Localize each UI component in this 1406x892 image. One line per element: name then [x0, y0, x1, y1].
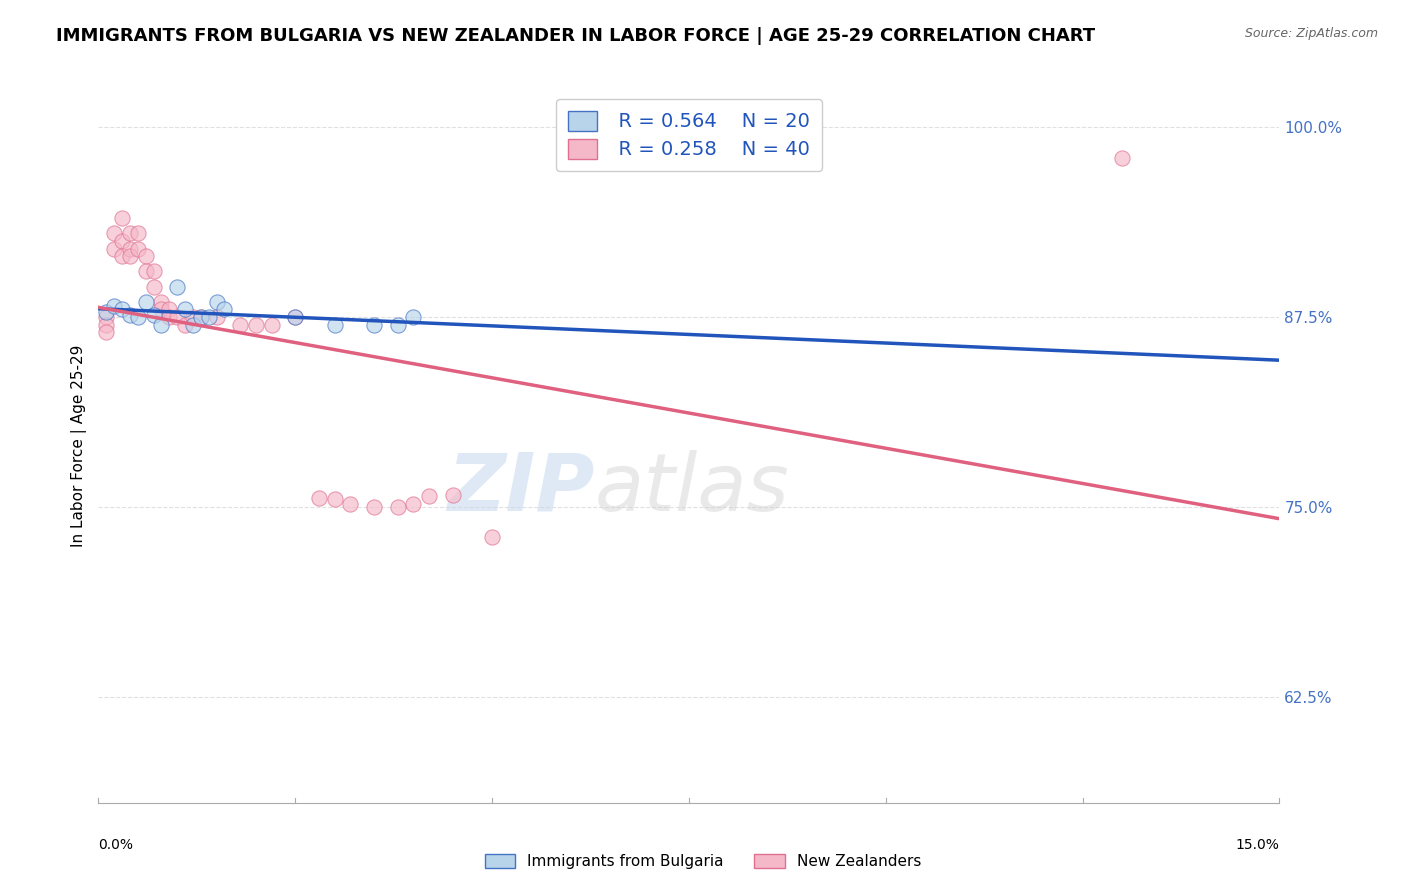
Point: [157, 310, 180, 324]
Point: [481, 530, 503, 544]
Point: [174, 302, 197, 317]
Point: [181, 310, 204, 324]
Point: [441, 487, 464, 501]
Point: [284, 310, 307, 324]
Point: [142, 309, 165, 323]
Point: [135, 249, 157, 263]
Point: [118, 227, 141, 241]
Point: [308, 491, 330, 505]
Point: [166, 279, 188, 293]
Point: [157, 302, 180, 317]
Point: [402, 310, 425, 324]
Point: [402, 497, 425, 511]
Point: [118, 242, 141, 256]
Point: [135, 264, 157, 278]
Point: [190, 310, 212, 324]
Point: [150, 302, 173, 317]
Point: [96, 310, 118, 324]
Point: [174, 318, 197, 332]
Text: 15.0%: 15.0%: [1236, 838, 1279, 853]
Y-axis label: In Labor Force | Age 25-29: In Labor Force | Age 25-29: [72, 345, 87, 547]
Point: [205, 294, 228, 309]
Point: [142, 279, 165, 293]
Point: [166, 310, 188, 324]
Point: [339, 497, 361, 511]
Point: [96, 305, 118, 319]
Point: [96, 318, 118, 332]
Point: [150, 318, 173, 332]
Point: [323, 492, 346, 507]
Text: Source: ZipAtlas.com: Source: ZipAtlas.com: [1244, 27, 1378, 40]
Point: [111, 302, 134, 317]
Point: [103, 242, 125, 256]
Text: 0.0%: 0.0%: [98, 838, 134, 853]
Point: [103, 299, 125, 313]
Text: ZIP: ZIP: [447, 450, 595, 528]
Point: [127, 310, 149, 324]
Point: [150, 294, 173, 309]
Point: [118, 309, 141, 323]
Point: [260, 318, 283, 332]
Point: [127, 227, 149, 241]
Text: atlas: atlas: [595, 450, 789, 528]
Point: [127, 242, 149, 256]
Legend: Immigrants from Bulgaria, New Zealanders: Immigrants from Bulgaria, New Zealanders: [478, 848, 928, 875]
Point: [1111, 151, 1133, 165]
Point: [111, 234, 134, 248]
Legend:   R = 0.564    N = 20,   R = 0.258    N = 40: R = 0.564 N = 20, R = 0.258 N = 40: [555, 99, 823, 171]
Point: [96, 325, 118, 339]
Point: [363, 500, 385, 514]
Point: [197, 310, 219, 324]
Point: [135, 294, 157, 309]
Point: [111, 211, 134, 226]
Point: [111, 249, 134, 263]
Point: [118, 249, 141, 263]
Point: [103, 227, 125, 241]
Point: [205, 310, 228, 324]
Point: [387, 500, 409, 514]
Point: [387, 318, 409, 332]
Point: [214, 302, 236, 317]
Point: [284, 310, 307, 324]
Point: [229, 318, 252, 332]
Point: [181, 318, 204, 332]
Point: [142, 264, 165, 278]
Point: [190, 310, 212, 324]
Point: [363, 318, 385, 332]
Point: [323, 318, 346, 332]
Text: IMMIGRANTS FROM BULGARIA VS NEW ZEALANDER IN LABOR FORCE | AGE 25-29 CORRELATION: IMMIGRANTS FROM BULGARIA VS NEW ZEALANDE…: [56, 27, 1095, 45]
Point: [245, 318, 267, 332]
Point: [418, 489, 440, 503]
